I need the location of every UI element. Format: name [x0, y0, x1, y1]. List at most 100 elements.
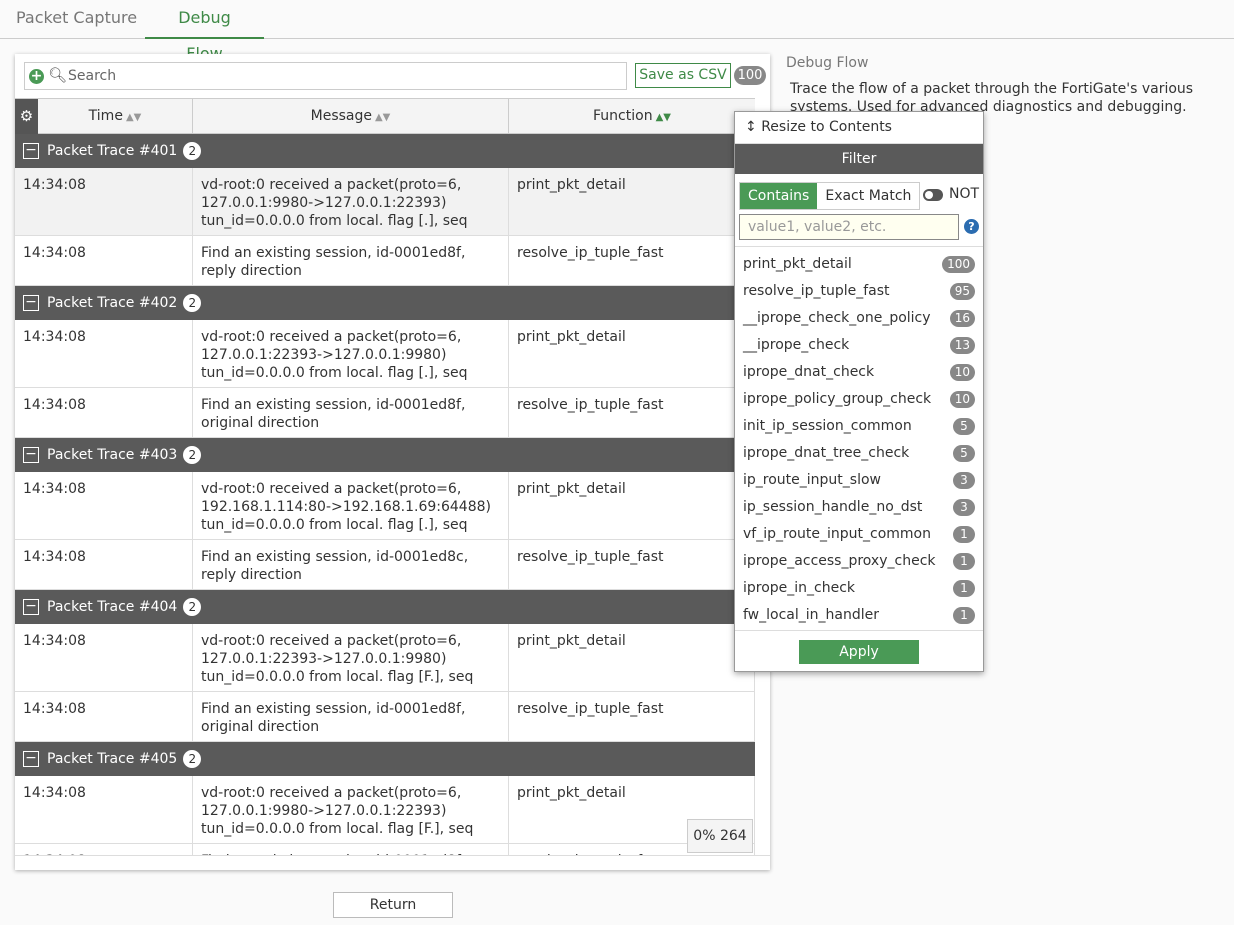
resize-to-contents-button[interactable]: ↕ Resize to Contents	[735, 112, 983, 144]
help-icon[interactable]: ?	[964, 219, 979, 234]
return-button[interactable]: Return	[333, 892, 453, 918]
horizontal-scrollbar[interactable]	[15, 855, 770, 870]
save-as-csv-button[interactable]: Save as CSV	[635, 63, 731, 88]
column-function[interactable]: Function▲▼▼	[509, 99, 755, 134]
filter-value-item[interactable]: __iprope_check 13	[735, 332, 983, 359]
contains-button[interactable]: Contains	[740, 183, 818, 209]
time-cell: 14:34:08	[15, 844, 193, 855]
filter-value-name: iprope_policy_group_check	[743, 391, 932, 407]
filter-value-item[interactable]: iprope_policy_group_check 10	[735, 386, 983, 413]
apply-button[interactable]: Apply	[799, 640, 919, 664]
search-input[interactable]	[68, 66, 608, 86]
function-cell: resolve_ip_tuple_fast	[509, 540, 755, 589]
filter-popup: ↕ Resize to Contents Filter Contains Exa…	[734, 111, 984, 672]
table-row[interactable]: 14:34:08 vd-root:0 received a packet(prot…	[15, 776, 755, 844]
collapse-icon[interactable]: −	[23, 599, 39, 615]
column-function-label: Function	[593, 108, 653, 124]
trace-label: Packet Trace #403	[47, 447, 178, 463]
filter-value-item[interactable]: iprope_dnat_tree_check 5	[735, 440, 983, 467]
filter-value-name: iprope_dnat_tree_check	[743, 445, 910, 461]
side-title: Debug Flow	[786, 55, 869, 71]
filter-value-item[interactable]: __iprope_check_one_policy 16	[735, 305, 983, 332]
trace-group-header[interactable]: − Packet Trace #401 2	[15, 134, 755, 168]
trace-count-badge: 2	[183, 446, 202, 464]
trace-group-header[interactable]: − Packet Trace #404 2	[15, 590, 755, 624]
filter-value-name: __iprope_check	[743, 337, 850, 353]
time-cell: 14:34:08	[15, 540, 193, 589]
resize-label: Resize to Contents	[761, 119, 892, 135]
filter-value-count: 1	[953, 580, 975, 597]
column-time[interactable]: Time ▲▼	[38, 99, 193, 134]
add-filter-icon[interactable]: +	[29, 68, 44, 84]
message-cell: vd-root:0 received a packet(proto=6, 127…	[193, 624, 509, 691]
filter-value-item[interactable]: print_pkt_detail 100	[735, 251, 983, 278]
collapse-icon[interactable]: −	[23, 143, 39, 159]
function-cell: resolve_ip_tuple_fast	[509, 844, 755, 855]
filter-value-count: 95	[949, 283, 975, 300]
filter-value-name: __iprope_check_one_policy	[743, 310, 931, 326]
not-toggle[interactable]	[923, 189, 943, 201]
filter-value-count: 1	[953, 553, 975, 570]
function-cell: print_pkt_detail	[509, 168, 755, 235]
exact-match-button[interactable]: Exact Match	[825, 188, 912, 204]
filter-value-item[interactable]: ip_route_input_slow 3	[735, 467, 983, 494]
sort-icon: ▲▼	[655, 112, 671, 123]
tab-packet-capture[interactable]: Packet Capture	[16, 8, 138, 27]
time-cell: 14:34:08	[15, 388, 193, 437]
filter-value-input[interactable]	[739, 214, 959, 240]
table-row[interactable]: 14:34:08 vd-root:0 received a packet(prot…	[15, 168, 755, 236]
trace-group-header[interactable]: − Packet Trace #405 2	[15, 742, 755, 776]
search-icon: 🔍︎	[48, 66, 68, 84]
filter-value-item[interactable]: iprope_dnat_check 10	[735, 359, 983, 386]
time-cell: 14:34:08	[15, 692, 193, 741]
tab-debug-flow[interactable]: Debug Flow	[145, 0, 264, 63]
trace-group-header[interactable]: − Packet Trace #403 2	[15, 438, 755, 472]
time-cell: 14:34:08	[15, 236, 193, 285]
filter-value-name: print_pkt_detail	[743, 256, 852, 272]
time-cell: 14:34:08	[15, 472, 193, 539]
function-cell: resolve_ip_tuple_fast	[509, 388, 755, 437]
filter-value-name: ip_route_input_slow	[743, 472, 881, 488]
collapse-icon[interactable]: −	[23, 751, 39, 767]
filter-header: Filter	[735, 144, 983, 174]
function-cell: print_pkt_detail	[509, 776, 755, 843]
table-header: ⚙ Time▲▼ Message▲▼ Function▲▼▼	[15, 98, 755, 134]
collapse-icon[interactable]: −	[23, 295, 39, 311]
table-row[interactable]: 14:34:08 vd-root:0 received a packet(prot…	[15, 624, 755, 692]
resize-icon: ↕	[745, 119, 757, 135]
filter-value-name: fw_local_in_handler	[743, 607, 879, 623]
filter-value-name: iprope_dnat_check	[743, 364, 875, 380]
message-cell: vd-root:0 received a packet(proto=6, 192…	[193, 472, 509, 539]
column-message[interactable]: Message ▲▼	[193, 99, 509, 134]
trace-label: Packet Trace #401	[47, 143, 178, 159]
function-cell: resolve_ip_tuple_fast	[509, 236, 755, 285]
debug-flow-panel: + 🔍︎ Save as CSV 100 ⚙ Time▲▼ Message▲▼ …	[15, 54, 770, 870]
filter-value-item[interactable]: resolve_ip_tuple_fast 95	[735, 278, 983, 305]
filter-value-count: 1	[953, 526, 975, 543]
collapse-icon[interactable]: −	[23, 447, 39, 463]
search-bar[interactable]: + 🔍︎	[24, 62, 627, 90]
filter-value-item[interactable]: ip_session_handle_no_dst 3	[735, 494, 983, 521]
filter-value-item[interactable]: iprope_access_proxy_check 1	[735, 548, 983, 575]
filter-value-name: vf_ip_route_input_common	[743, 526, 931, 542]
time-cell: 14:34:08	[15, 320, 193, 387]
filter-value-item[interactable]: iprope_in_check 1	[735, 575, 983, 602]
filter-value-item[interactable]: fw_local_in_handler 1	[735, 602, 983, 629]
filter-value-item[interactable]: vf_ip_route_input_common 1	[735, 521, 983, 548]
table-row[interactable]: 14:34:08 vd-root:0 received a packet(prot…	[15, 320, 755, 388]
table-row[interactable]: 14:34:08 vd-root:0 received a packet(prot…	[15, 472, 755, 540]
filter-value-name: iprope_access_proxy_check	[743, 553, 936, 569]
message-cell: vd-root:0 received a packet(proto=6, 127…	[193, 320, 509, 387]
filter-value-item[interactable]: init_ip_session_common 5	[735, 413, 983, 440]
message-cell: Find an existing session, id-0001ed8f, o…	[193, 388, 509, 437]
gear-icon[interactable]: ⚙	[15, 99, 38, 134]
filter-value-count: 3	[953, 472, 975, 489]
trace-group-header[interactable]: − Packet Trace #402 2	[15, 286, 755, 320]
message-cell: Find an existing session, id-0001ed8c, r…	[193, 540, 509, 589]
filter-value-name: resolve_ip_tuple_fast	[743, 283, 890, 299]
